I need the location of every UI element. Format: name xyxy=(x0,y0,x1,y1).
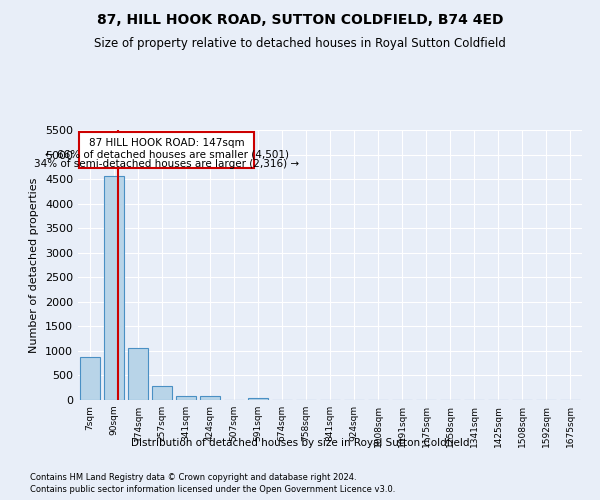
Text: Size of property relative to detached houses in Royal Sutton Coldfield: Size of property relative to detached ho… xyxy=(94,38,506,51)
Bar xyxy=(152,386,172,400)
Bar xyxy=(200,396,220,400)
Text: ← 66% of detached houses are smaller (4,501): ← 66% of detached houses are smaller (4,… xyxy=(45,149,289,159)
Bar xyxy=(80,357,100,400)
Bar xyxy=(104,176,124,400)
Text: Contains HM Land Registry data © Crown copyright and database right 2024.: Contains HM Land Registry data © Crown c… xyxy=(30,472,356,482)
Text: Contains public sector information licensed under the Open Government Licence v3: Contains public sector information licen… xyxy=(30,485,395,494)
Bar xyxy=(176,396,196,400)
Y-axis label: Number of detached properties: Number of detached properties xyxy=(29,178,40,352)
Bar xyxy=(128,348,148,400)
Bar xyxy=(248,398,268,400)
Text: Distribution of detached houses by size in Royal Sutton Coldfield: Distribution of detached houses by size … xyxy=(131,438,469,448)
Text: 34% of semi-detached houses are larger (2,316) →: 34% of semi-detached houses are larger (… xyxy=(34,159,299,169)
Text: 87, HILL HOOK ROAD, SUTTON COLDFIELD, B74 4ED: 87, HILL HOOK ROAD, SUTTON COLDFIELD, B7… xyxy=(97,12,503,26)
FancyBboxPatch shape xyxy=(79,132,254,168)
Text: 87 HILL HOOK ROAD: 147sqm: 87 HILL HOOK ROAD: 147sqm xyxy=(89,138,245,148)
